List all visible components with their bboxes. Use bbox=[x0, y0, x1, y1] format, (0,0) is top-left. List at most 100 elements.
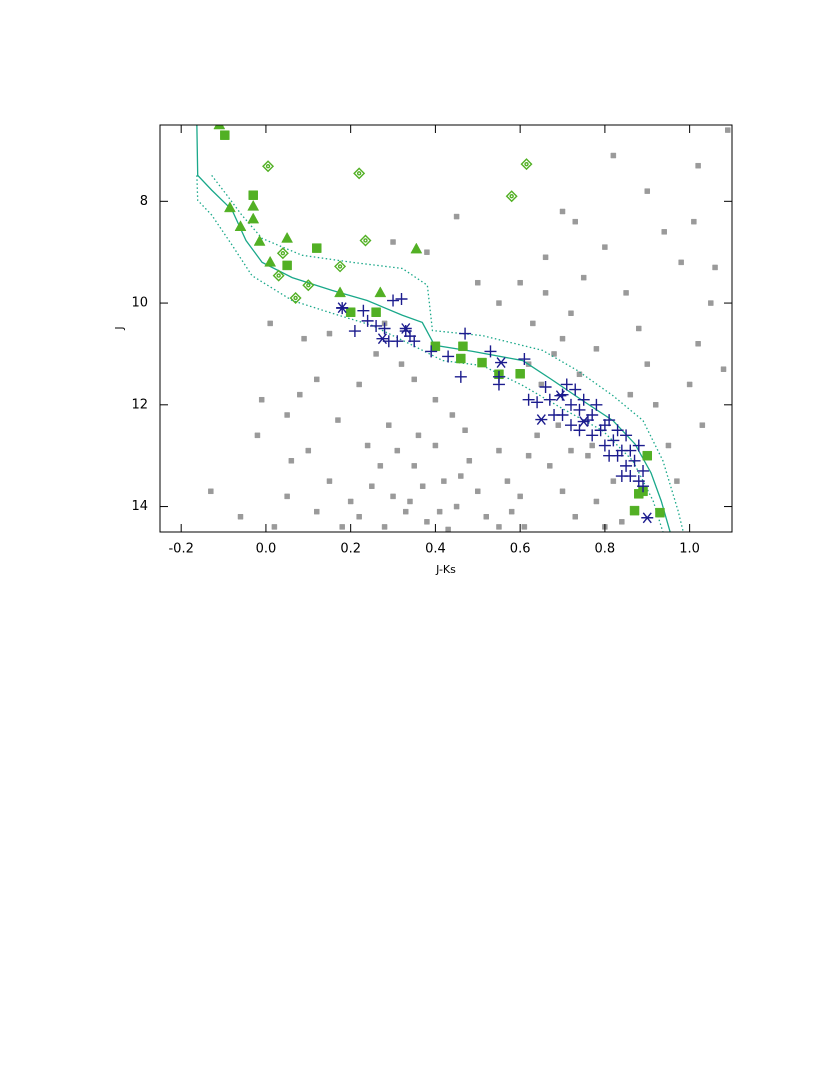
point-square bbox=[458, 341, 468, 352]
point-dot bbox=[644, 188, 651, 194]
point-dot bbox=[432, 442, 439, 449]
point-dot bbox=[475, 488, 481, 495]
point-dot bbox=[258, 396, 265, 403]
point-dot bbox=[708, 300, 714, 306]
point-dot bbox=[386, 422, 392, 428]
point-asterisk bbox=[399, 323, 412, 334]
point-dot bbox=[445, 526, 451, 532]
point-plus bbox=[603, 449, 616, 462]
point-triangle bbox=[247, 212, 260, 224]
point-plus bbox=[484, 345, 497, 358]
point-dot bbox=[326, 330, 333, 337]
point-dot bbox=[377, 463, 384, 469]
point-plus bbox=[577, 393, 590, 406]
point-square bbox=[629, 505, 640, 516]
point-dot bbox=[411, 463, 417, 469]
point-square bbox=[642, 450, 653, 461]
point-plus bbox=[637, 480, 650, 493]
point-dot bbox=[712, 264, 718, 271]
point-plus bbox=[564, 419, 577, 432]
point-dot bbox=[686, 381, 693, 388]
point-dot bbox=[394, 447, 401, 454]
point-plus bbox=[492, 378, 505, 391]
isochrone-line bbox=[196, 175, 664, 532]
point-dot bbox=[593, 346, 600, 352]
point-dot bbox=[314, 508, 320, 515]
point-plus bbox=[590, 398, 603, 411]
point-asterisk bbox=[641, 512, 654, 524]
point-dot bbox=[369, 483, 375, 489]
point-asterisk bbox=[554, 390, 567, 402]
point-dot bbox=[580, 274, 587, 281]
isochrone-line bbox=[211, 174, 684, 532]
x-tick-label: -0.2 bbox=[168, 542, 193, 557]
point-dot bbox=[695, 162, 701, 169]
x-tick-label: 0.0 bbox=[256, 542, 277, 557]
point-plus bbox=[459, 327, 472, 340]
y-tick-label: 14 bbox=[131, 499, 148, 514]
point-triangle bbox=[223, 201, 236, 213]
point-dot bbox=[593, 498, 600, 505]
point-dot bbox=[568, 447, 574, 454]
point-plus bbox=[586, 429, 599, 442]
point-dot bbox=[402, 508, 409, 515]
point-triangle bbox=[264, 255, 277, 267]
point-asterisk bbox=[336, 302, 349, 314]
point-dot bbox=[364, 442, 371, 449]
point-dot bbox=[297, 391, 303, 398]
point-triangle bbox=[410, 242, 423, 254]
point-square bbox=[282, 260, 292, 271]
point-dot bbox=[284, 493, 290, 500]
point-dot bbox=[288, 458, 295, 464]
point-dot bbox=[208, 488, 214, 495]
point-asterisk bbox=[577, 416, 590, 428]
point-dot bbox=[441, 478, 447, 484]
point-dot bbox=[610, 478, 617, 484]
point-dot bbox=[521, 524, 528, 530]
point-dot bbox=[551, 351, 557, 357]
point-dot bbox=[419, 483, 426, 489]
point-dot bbox=[432, 396, 439, 403]
point-dot bbox=[644, 361, 651, 367]
point-dot bbox=[720, 366, 727, 372]
point-dot bbox=[504, 478, 511, 484]
point-dot bbox=[534, 432, 540, 439]
point-dot bbox=[695, 341, 701, 347]
y-tick-label: 10 bbox=[131, 296, 148, 311]
point-dot bbox=[652, 402, 659, 408]
point-dot bbox=[547, 463, 553, 469]
point-dot bbox=[335, 417, 341, 423]
point-square bbox=[515, 369, 525, 379]
point-dot bbox=[449, 412, 456, 418]
point-dot bbox=[458, 473, 464, 479]
point-triangle bbox=[253, 234, 266, 246]
point-square bbox=[220, 130, 230, 140]
point-dot bbox=[424, 249, 430, 255]
point-diamond bbox=[262, 160, 275, 173]
point-dot bbox=[610, 152, 617, 159]
y-axis-label: J bbox=[113, 326, 126, 330]
point-triangle bbox=[247, 199, 260, 211]
point-square bbox=[371, 307, 381, 317]
point-dot bbox=[453, 503, 460, 510]
point-dot bbox=[483, 513, 490, 520]
point-dot bbox=[267, 320, 273, 327]
point-square bbox=[345, 307, 356, 317]
point-dot bbox=[496, 300, 502, 306]
point-dot bbox=[619, 519, 625, 525]
point-plus bbox=[522, 393, 535, 406]
point-dot bbox=[559, 488, 566, 495]
point-plus bbox=[391, 335, 404, 348]
point-dot bbox=[525, 452, 532, 459]
point-plus bbox=[611, 424, 624, 437]
point-dot bbox=[636, 325, 642, 332]
point-dot bbox=[517, 279, 523, 286]
point-dot bbox=[356, 513, 362, 520]
point-dot bbox=[602, 244, 608, 250]
point-triangle bbox=[374, 286, 387, 298]
point-dot bbox=[572, 218, 578, 225]
point-dot bbox=[356, 381, 362, 388]
point-dot bbox=[411, 376, 417, 383]
